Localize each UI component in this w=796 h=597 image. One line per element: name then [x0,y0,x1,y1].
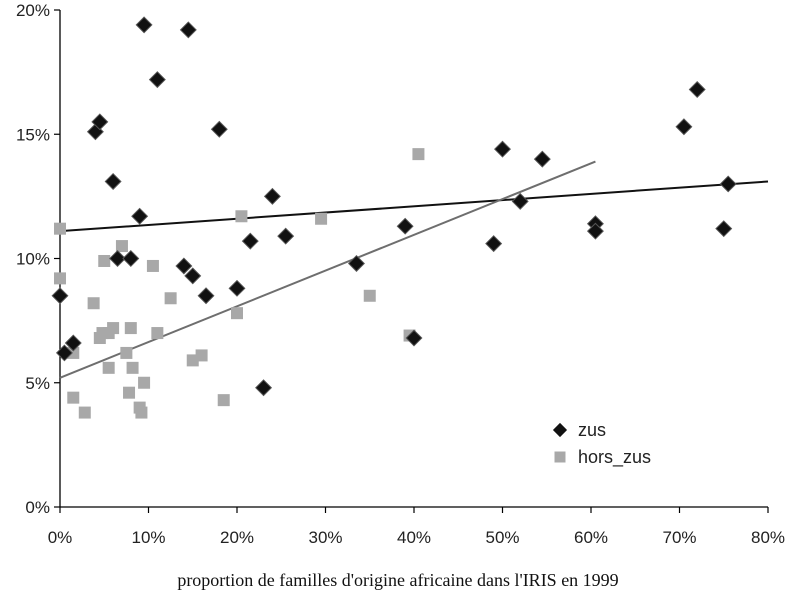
point-hors-zus [146,259,159,272]
point-zus [255,379,273,397]
point-zus [347,254,365,272]
legend-item-hors-zus: hors_zus [554,447,651,468]
point-zus [533,150,551,168]
x-tick-label: 0% [48,528,73,547]
point-hors-zus [120,346,133,359]
point-zus [55,344,73,362]
point-zus [122,250,140,267]
point-hors-zus [217,394,230,407]
point-zus [688,81,706,99]
point-hors-zus [124,322,137,335]
x-tick-label: 30% [308,528,342,547]
point-zus [135,16,153,34]
legend: zus hors_zus [552,420,651,468]
point-hors-zus [54,222,66,235]
point-hors-zus [126,361,139,374]
point-zus [91,113,109,131]
point-zus [51,287,69,305]
x-tick-label: 80% [751,528,785,547]
trendlines [59,160,769,379]
data-points [51,16,737,419]
x-tick-label: 40% [397,528,431,547]
legend-label-zus: zus [578,420,606,440]
legend-marker-hors-zus [554,451,566,463]
point-hors-zus [123,386,136,399]
point-zus [197,287,215,305]
x-tick-label: 20% [220,528,254,547]
point-hors-zus [235,210,248,223]
point-zus [511,192,529,210]
point-zus [131,207,149,225]
point-hors-zus [138,376,151,389]
x-axis-label: proportion de familles d'origine africai… [177,570,618,590]
y-tick-label: 5% [25,374,50,393]
point-zus [675,118,693,136]
point-zus [241,232,259,250]
point-zus [104,172,122,190]
tick-labels: 0% 10% 20% 30% 40% 50% 60% 70% 80% 0% 5% 10% 15% 20% [16,1,785,547]
point-hors-zus [54,272,66,285]
point-zus [263,187,281,205]
point-hors-zus [78,406,91,419]
point-hors-zus [87,297,100,310]
x-tick-label: 50% [485,528,519,547]
y-tick-label: 15% [16,125,50,144]
point-hors-zus [412,148,425,161]
point-hors-zus [115,240,128,253]
point-hors-zus [102,361,115,374]
point-zus [719,175,737,193]
point-zus [64,334,82,352]
point-zus [277,227,295,245]
point-zus [109,250,127,267]
axes [59,10,768,508]
point-hors-zus [67,346,80,359]
point-zus [184,267,202,285]
point-zus [179,21,197,39]
legend-marker-zus [552,422,568,438]
point-zus [485,235,503,253]
y-tick-label: 0% [25,498,50,517]
point-hors-zus [151,327,164,340]
point-hors-zus [363,289,376,302]
point-hors-zus [98,254,111,267]
trendline-hors-zus [59,160,596,379]
point-zus [148,71,166,89]
point-zus [494,140,511,158]
point-zus [715,220,733,238]
legend-label-hors-zus: hors_zus [578,447,651,468]
point-zus [405,329,423,347]
y-tick-label: 20% [16,1,50,20]
x-tick-label: 70% [662,528,696,547]
point-zus [396,217,414,235]
point-hors-zus [315,212,328,225]
point-hors-zus [67,391,80,404]
trendline-zus [59,180,769,233]
point-zus [228,279,246,297]
x-tick-label: 60% [574,528,608,547]
point-zus [210,120,228,138]
point-hors-zus [231,307,243,320]
legend-item-zus: zus [552,420,606,440]
point-hors-zus [164,292,177,305]
point-zus [586,222,604,240]
point-hors-zus [135,406,148,419]
point-hors-zus [195,349,208,362]
x-tick-label: 10% [131,528,165,547]
y-tick-label: 10% [16,250,50,269]
point-zus [175,257,193,275]
point-hors-zus [107,322,120,335]
